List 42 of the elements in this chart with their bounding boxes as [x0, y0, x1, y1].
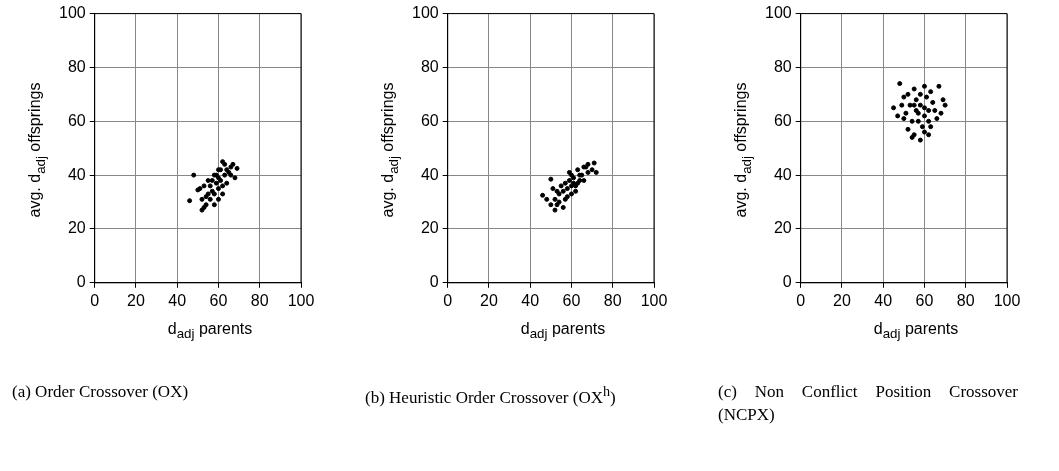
y-tick-label: 20: [773, 219, 792, 237]
y-tick-label: 80: [773, 57, 792, 75]
x-tick-label: 80: [603, 291, 622, 309]
y-tick-label: 60: [420, 111, 439, 129]
x-tick-label: 40: [521, 291, 540, 309]
x-tick-label: 0: [90, 291, 100, 309]
x-tick-label: 100: [993, 291, 1021, 309]
y-tick-label: 0: [782, 273, 792, 291]
y-tick-label: 80: [420, 57, 439, 75]
y-tick-label: 100: [58, 4, 86, 22]
text: (a) Order Crossover (OX): [12, 381, 190, 403]
y-tick-label: 40: [420, 165, 439, 183]
y-tick-label: 100: [411, 4, 439, 22]
y-tick-label: 60: [67, 111, 86, 129]
text: (b) Heuristic Order Crossover (OX$^{h}$): [365, 382, 617, 409]
y-tick-label: 60: [773, 111, 792, 129]
x-tick-label: 20: [480, 291, 498, 309]
x-tick-label: 40: [168, 291, 187, 309]
x-tick-label: 0: [443, 291, 453, 309]
x-tick-label: 20: [127, 291, 145, 309]
y-tick-label: 20: [420, 219, 439, 237]
x-tick-label: 80: [250, 291, 269, 309]
x-axis-title: d$_{adj}$ parents: [167, 320, 253, 342]
x-tick-label: 60: [562, 291, 581, 309]
y-tick-label: 0: [76, 273, 86, 291]
x-axis-title: d$_{adj}$ parents: [873, 320, 959, 342]
x-tick-label: 40: [874, 291, 893, 309]
y-tick-label: 20: [67, 219, 86, 237]
x-tick-label: 60: [209, 291, 228, 309]
x-tick-label: 60: [915, 291, 934, 309]
x-tick-label: 80: [956, 291, 975, 309]
text: (c) Non Conflict Position Crossover (NCPX): [718, 381, 1018, 426]
x-tick-label: 20: [833, 291, 851, 309]
y-tick-label: 100: [764, 4, 792, 22]
x-tick-label: 100: [287, 291, 315, 309]
x-tick-label: 0: [796, 291, 806, 309]
y-tick-label: 40: [67, 165, 86, 183]
y-tick-label: 40: [773, 165, 792, 183]
y-tick-label: 0: [429, 273, 439, 291]
x-tick-label: 100: [640, 291, 668, 309]
x-axis-title: d$_{adj}$ parents: [520, 320, 606, 342]
y-tick-label: 80: [67, 57, 86, 75]
